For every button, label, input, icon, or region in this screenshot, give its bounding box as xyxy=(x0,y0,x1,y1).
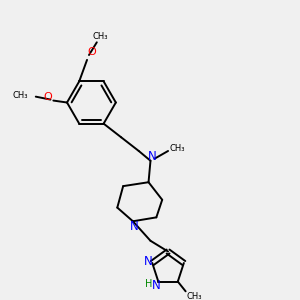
Text: O: O xyxy=(43,92,52,102)
Text: H: H xyxy=(145,280,152,290)
Text: CH₃: CH₃ xyxy=(13,91,28,100)
Text: N: N xyxy=(148,150,157,163)
Text: N: N xyxy=(144,255,153,268)
Text: CH₃: CH₃ xyxy=(169,144,184,153)
Text: CH₃: CH₃ xyxy=(93,32,108,41)
Text: N: N xyxy=(152,279,161,292)
Text: N: N xyxy=(130,220,138,233)
Text: O: O xyxy=(88,47,96,57)
Text: CH₃: CH₃ xyxy=(187,292,202,300)
